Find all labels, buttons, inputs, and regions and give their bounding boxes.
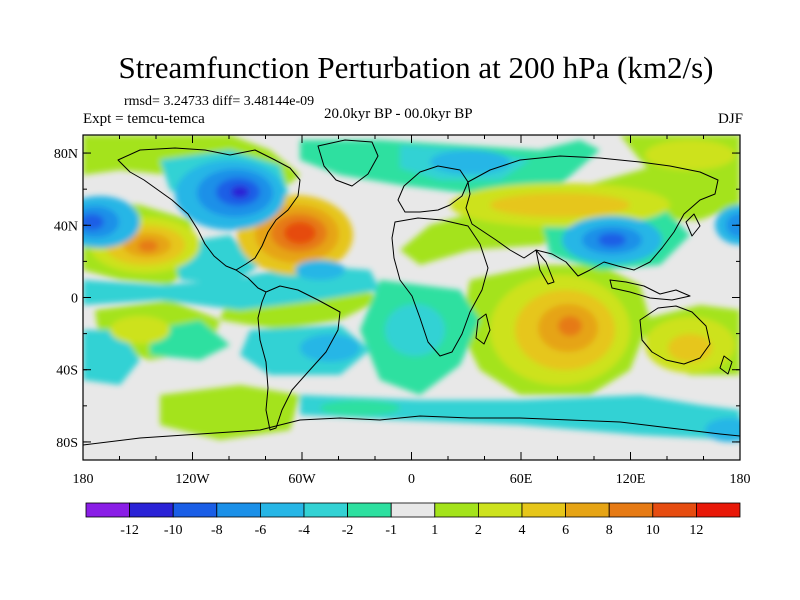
- field-core-southern-ocean-low: [705, 418, 740, 442]
- colorbar-swatch: [216, 502, 261, 518]
- colorbar-label: 1: [431, 523, 438, 538]
- field-core-arctic-high: [645, 140, 735, 170]
- colorbar-label: -6: [255, 523, 267, 538]
- field-band-positive-south-atlantic: [160, 385, 300, 440]
- colorbar-swatch: [608, 502, 654, 518]
- coastline-europe: [397, 165, 469, 213]
- colorbar-swatch: [303, 502, 348, 518]
- colorbar-label: -2: [342, 523, 354, 538]
- field-core-arctic-low: [430, 150, 510, 174]
- colorbar-label: -8: [211, 523, 223, 538]
- field-core-atlantic-high: [284, 222, 316, 244]
- colorbar-swatch: [521, 502, 566, 518]
- colorbar-swatch: [85, 502, 130, 518]
- colorbar-swatch: [477, 502, 523, 518]
- colorbar-swatch: [259, 502, 305, 518]
- coastline-australia: [639, 305, 711, 365]
- colorbar-label: -12: [120, 523, 139, 538]
- streamfunction-field: [83, 135, 740, 460]
- colorbar-swatch: [652, 502, 697, 518]
- x-tick-label: 120E: [616, 472, 646, 487]
- y-tick-label: 80S: [56, 436, 78, 451]
- coastline-antarctica: [83, 415, 740, 446]
- colorbar-label: -4: [298, 523, 310, 538]
- colorbar-label: 2: [475, 523, 482, 538]
- colorbar-label: -1: [385, 523, 397, 538]
- x-tick-label: 120W: [175, 472, 210, 487]
- colorbar-swatch: [172, 502, 218, 518]
- coastline-india: [535, 249, 555, 285]
- field-core-dateline-low: [83, 214, 104, 230]
- colorbar-label: -10: [164, 523, 183, 538]
- colorbar-label: 10: [646, 523, 660, 538]
- colorbar-label: 6: [562, 523, 569, 538]
- x-tick-label: 180: [73, 472, 94, 487]
- field-core-south-pacific-high: [110, 316, 170, 344]
- coastline-madagascar: [475, 313, 491, 345]
- y-tick-label: 80N: [54, 147, 78, 162]
- x-tick-label: 180: [730, 472, 751, 487]
- season-label: DJF: [717, 111, 743, 127]
- experiment-label: Expt = temcu-temca: [83, 111, 205, 127]
- field-core-australia-high: [668, 334, 712, 362]
- colorbar-label: 4: [519, 523, 526, 538]
- y-tick-label: 0: [71, 292, 78, 307]
- field-core-south-pacific-low: [300, 334, 360, 362]
- y-tick-label: 40S: [56, 364, 78, 379]
- field-core-eurasia-high: [490, 193, 630, 217]
- field-core-north-america-low: [231, 186, 249, 198]
- field-core-south-atlantic-low: [385, 304, 445, 356]
- field-core-asia-low: [598, 233, 626, 247]
- colorbar-swatch: [696, 502, 741, 518]
- colorbar-label: 8: [606, 523, 613, 538]
- colorbar: -12 -10 -8 -6 -4 -2 -1 1 2 4 6 8 10 12: [85, 502, 741, 538]
- coastline-maritime-continent: [609, 279, 691, 301]
- coastline-new-zealand: [719, 355, 733, 375]
- field-core-pacific-high: [138, 240, 158, 252]
- x-tick-label: 60W: [288, 472, 316, 487]
- colorbar-swatch: [390, 502, 436, 518]
- coastline-japan: [685, 213, 701, 237]
- coastline-africa: [391, 217, 489, 357]
- coastline-north-america: [117, 147, 301, 271]
- coastline-south-america: [257, 285, 341, 431]
- colorbar-swatch: [434, 502, 479, 518]
- coastline-greenland: [317, 139, 379, 187]
- period-label: 20.0kyr BP - 00.0kyr BP: [324, 106, 473, 122]
- colorbar-label: 12: [689, 523, 703, 538]
- y-tick-label: 40N: [54, 219, 78, 234]
- field-core-indian-high: [558, 316, 582, 336]
- coastline-asia: [465, 155, 719, 277]
- x-tick-label: 0: [408, 472, 415, 487]
- x-tick-label: 60E: [510, 472, 533, 487]
- chart-title: Streamfunction Perturbation at 200 hPa (…: [118, 50, 714, 85]
- coastlines: [83, 139, 740, 446]
- field-core-atlantic-subtropic-low: [295, 260, 345, 280]
- statistics-label: rmsd= 3.24733 diff= 3.48144e-09: [124, 94, 315, 109]
- axis-ticks: 180 120W 60W 0 60E 120E 180 80N 40N 0 40S 80S: [54, 135, 751, 487]
- coastline-central-america: [235, 269, 267, 293]
- field-core-southern-ocean-low: [320, 400, 400, 416]
- field-band-negative-southwest-pacific: [83, 330, 140, 385]
- colorbar-swatch: [565, 502, 610, 518]
- colorbar-swatch: [129, 502, 174, 518]
- colorbar-swatch: [347, 502, 392, 518]
